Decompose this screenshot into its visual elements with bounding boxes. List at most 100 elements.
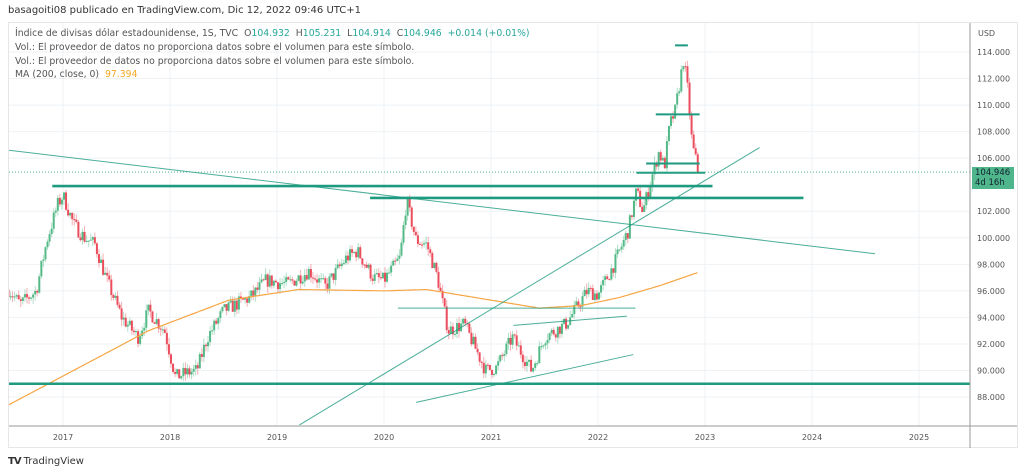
candle: [256, 282, 259, 293]
candle: [264, 268, 267, 281]
candle: [9, 289, 10, 297]
candle-body: [69, 212, 72, 216]
candle: [684, 61, 687, 72]
chart-frame: [8, 22, 1018, 448]
candle: [71, 212, 74, 226]
candle-body: [606, 276, 609, 280]
candle: [530, 355, 533, 373]
candle: [116, 290, 119, 308]
candle-body: [647, 192, 650, 197]
candle-body: [635, 188, 638, 201]
candle-body: [394, 260, 397, 262]
candle-body: [283, 281, 286, 284]
candle: [589, 285, 592, 292]
candle-body: [118, 304, 121, 309]
candle-body: [400, 242, 403, 256]
candle: [89, 233, 92, 241]
candle-body: [110, 279, 113, 295]
candle-body: [678, 91, 681, 94]
candle: [60, 197, 63, 210]
candle-body: [100, 259, 103, 263]
candle: [50, 222, 53, 238]
trend-line[interactable]: [513, 315, 627, 326]
candle: [11, 291, 14, 303]
candle: [377, 268, 380, 284]
candle: [577, 298, 580, 309]
candle-body: [81, 231, 84, 241]
candle: [266, 272, 269, 293]
candle: [274, 279, 277, 283]
candle-body: [515, 335, 518, 346]
candle-body: [285, 277, 288, 282]
candle-body: [139, 336, 142, 344]
tradingview-logo-icon: TV: [8, 456, 22, 467]
candle-body: [56, 197, 59, 211]
candle-body: [680, 69, 683, 92]
candle: [231, 296, 234, 312]
candle-body: [305, 275, 308, 280]
candle-body: [297, 275, 300, 281]
candle: [353, 250, 356, 255]
candle: [383, 267, 386, 288]
candle-body: [667, 125, 670, 142]
candle: [200, 348, 203, 362]
candle-body: [227, 302, 230, 311]
candle-body: [532, 367, 535, 372]
time-axis[interactable]: 2017 2018 2019 2020 2021 2022 2023 2024 2025: [53, 433, 929, 442]
price-axis[interactable]: 114.000 112.000 110.000 108.000 106.000 102.0…: [977, 48, 1010, 402]
bar-countdown: 4d 16h: [975, 178, 1005, 188]
candle: [297, 274, 300, 282]
candle: [563, 318, 566, 326]
trend-line[interactable]: [299, 147, 760, 426]
candle-body: [373, 274, 376, 281]
candle: [169, 352, 172, 368]
trend-line[interactable]: [8, 149, 876, 255]
candle: [28, 295, 31, 305]
footer[interactable]: TV TradingView: [8, 456, 84, 467]
candle-body: [252, 290, 255, 296]
candle-body: [408, 198, 411, 208]
candle: [497, 356, 500, 371]
candle-body: [608, 279, 611, 281]
candle: [309, 264, 312, 283]
candle-body: [655, 162, 658, 167]
candle-body: [198, 354, 201, 369]
candle-body: [657, 152, 660, 167]
candle: [663, 156, 666, 169]
candle-body: [565, 318, 568, 329]
candle-body: [437, 271, 440, 288]
candle: [141, 326, 144, 339]
candle-body: [44, 247, 47, 260]
candle: [386, 269, 389, 284]
candle: [661, 155, 664, 162]
candle-body: [416, 235, 419, 244]
candle: [375, 268, 378, 276]
candle-body: [295, 280, 298, 286]
candle: [320, 272, 323, 284]
candle-body: [628, 215, 631, 239]
candle: [517, 341, 520, 347]
candle: [694, 143, 697, 156]
candle: [213, 318, 216, 335]
candle: [544, 341, 547, 350]
candle: [258, 276, 261, 295]
candle-body: [334, 268, 337, 280]
candle: [608, 278, 611, 281]
candle: [583, 286, 586, 297]
candle-body: [204, 344, 207, 347]
drawings[interactable]: [4, 44, 978, 426]
candle-body: [279, 283, 282, 290]
time-tick-label: 2022: [588, 433, 608, 442]
candle: [402, 221, 405, 246]
candle: [97, 248, 100, 268]
ma-legend[interactable]: MA (200, close, 0) 97.394: [15, 69, 137, 80]
trend-line[interactable]: [415, 354, 634, 403]
candle: [616, 244, 619, 258]
candle: [344, 250, 347, 266]
candle-body: [462, 318, 465, 324]
candle-body: [87, 240, 90, 242]
candle: [509, 331, 512, 351]
candle-body: [517, 345, 520, 347]
candle-body: [665, 141, 668, 169]
